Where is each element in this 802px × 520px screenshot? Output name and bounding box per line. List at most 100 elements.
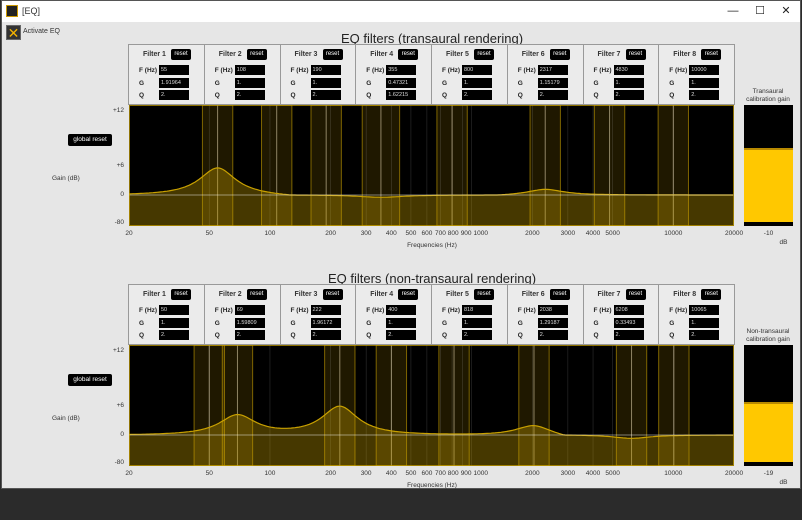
y-tick-label: -80 [114,459,124,466]
x-tick-label: 20 [125,230,133,237]
filter-reset-button[interactable]: reset [474,289,494,300]
x-tick-label: 5000 [605,470,620,477]
x-tick-label: 900 [460,230,472,237]
filter-name: Filter 5 [446,291,469,298]
filter-g-number-box[interactable]: 0.33493 [613,318,644,328]
gain-axis-label: Gain (dB) [52,415,80,422]
filter-g-number-box[interactable]: 1. [462,318,492,328]
global-reset-button[interactable]: global reset [68,374,112,386]
filter-name: Filter 3 [294,51,318,58]
filter-reset-button[interactable]: reset [322,49,343,60]
filter-name: Filter 1 [143,51,166,58]
filter-reset-button[interactable]: reset [246,49,267,60]
filter-reset-button[interactable]: reset [474,49,494,60]
filter-f-number-box[interactable]: 55 [159,65,189,75]
label-f: F (Hz) [593,67,612,74]
filter-f-number-box[interactable]: 2317 [537,65,568,75]
filter-q-number-box[interactable]: 2. [689,330,720,340]
filter-q-number-box[interactable]: 2. [613,330,644,340]
filter-g-number-box[interactable]: 1. [310,78,341,88]
x-icon: ✕ [7,25,20,41]
filter-f-number-box[interactable]: 50 [159,305,189,315]
filter-f-number-box[interactable]: 69 [234,305,265,315]
filter-f-number-box[interactable]: 6208 [613,305,644,315]
filter-reset-button[interactable]: reset [701,289,722,300]
filter-2: Filter 2 reset F (Hz) 69 G 1.59809 Q 2. [205,285,281,344]
eq-response-plot[interactable] [129,345,734,466]
filter-q-number-box[interactable]: 1.62215 [386,90,417,100]
filter-f-number-box[interactable]: 10000 [689,65,720,75]
label-f: F (Hz) [669,307,688,314]
x-tick-label: 200 [325,230,337,237]
filter-f-number-box[interactable]: 355 [386,65,417,75]
filter-g-number-box[interactable]: 1.29187 [537,318,568,328]
filter-q-number-box[interactable]: 2. [234,90,265,100]
global-reset-button[interactable]: global reset [68,134,112,146]
calibration-gain-slider[interactable] [744,345,793,466]
filter-reset-button[interactable]: reset [322,289,343,300]
label-f: F (Hz) [214,67,233,74]
x-tick-label: 600 [421,470,433,477]
filter-q-number-box[interactable]: 2. [462,330,492,340]
filter-q-number-box[interactable]: 2. [234,330,265,340]
filter-q-number-box[interactable]: 2. [386,330,417,340]
filter-reset-button[interactable]: reset [398,49,419,60]
filter-f-number-box[interactable]: 4830 [613,65,644,75]
filter-g-number-box[interactable]: 1. [159,318,189,328]
filter-reset-button[interactable]: reset [549,289,570,300]
filter-g-number-box[interactable]: 1. [613,78,644,88]
filter-g-number-box[interactable]: 1. [689,78,720,88]
filter-reset-button[interactable]: reset [398,289,419,300]
filter-f-number-box[interactable]: 818 [462,305,492,315]
calibration-gain-unit: dB [779,239,788,246]
eq-curve-svg [129,345,734,466]
filter-g-number-box[interactable]: 1.91964 [159,78,189,88]
filter-q-number-box[interactable]: 2. [537,330,568,340]
filter-reset-button[interactable]: reset [171,49,191,60]
filter-f-number-box[interactable]: 800 [462,65,492,75]
filter-f-number-box[interactable]: 2038 [537,305,568,315]
filter-reset-button[interactable]: reset [625,49,646,60]
filter-g-number-box[interactable]: 1.15179 [537,78,568,88]
filter-f-number-box[interactable]: 190 [310,65,341,75]
filter-name: Filter 8 [673,291,697,298]
filter-f-number-box[interactable]: 10065 [689,305,720,315]
filter-q-number-box[interactable]: 2. [613,90,644,100]
filter-f-number-box[interactable]: 222 [310,305,341,315]
filter-reset-button[interactable]: reset [701,49,722,60]
filter-f-number-box[interactable]: 400 [386,305,417,315]
x-axis-label: Frequencies (Hz) [407,482,457,489]
filter-g-number-box[interactable]: 0.47321 [386,78,417,88]
filter-name: Filter 2 [218,291,242,298]
eq-response-plot[interactable] [129,105,734,226]
maximize-button[interactable]: ☐ [755,5,765,17]
filter-q-number-box[interactable]: 2. [310,90,341,100]
calibration-gain-fill [744,148,793,222]
filter-g-number-box[interactable]: 1. [462,78,492,88]
filter-q-number-box[interactable]: 2. [537,90,568,100]
label-q: Q [517,332,523,339]
x-tick-label: 300 [360,230,372,237]
filter-q-number-box[interactable]: 2. [310,330,341,340]
filter-q-number-box[interactable]: 2. [159,330,189,340]
filter-reset-button[interactable]: reset [246,289,267,300]
filter-q-number-box[interactable]: 2. [462,90,492,100]
calibration-gain-fill [744,402,793,462]
filter-g-number-box[interactable]: 1. [234,78,265,88]
filter-g-number-box[interactable]: 1.96172 [310,318,341,328]
filter-g-number-box[interactable]: 1.59809 [234,318,265,328]
activate-eq-toggle[interactable]: ✕ [6,25,21,40]
filter-reset-button[interactable]: reset [625,289,646,300]
filter-g-number-box[interactable]: 1. [386,318,417,328]
filter-reset-button[interactable]: reset [171,289,191,300]
filter-name: Filter 4 [370,291,394,298]
filter-reset-button[interactable]: reset [549,49,570,60]
filter-q-number-box[interactable]: 2. [689,90,720,100]
minimize-button[interactable]: — [727,5,739,17]
filter-f-number-box[interactable]: 108 [234,65,265,75]
filter-q-number-box[interactable]: 2. [159,90,189,100]
filter-g-number-box[interactable]: 1. [689,318,720,328]
calibration-gain-slider[interactable] [744,105,793,226]
label-g: G [139,320,145,327]
close-button[interactable]: ✕ [781,5,791,17]
